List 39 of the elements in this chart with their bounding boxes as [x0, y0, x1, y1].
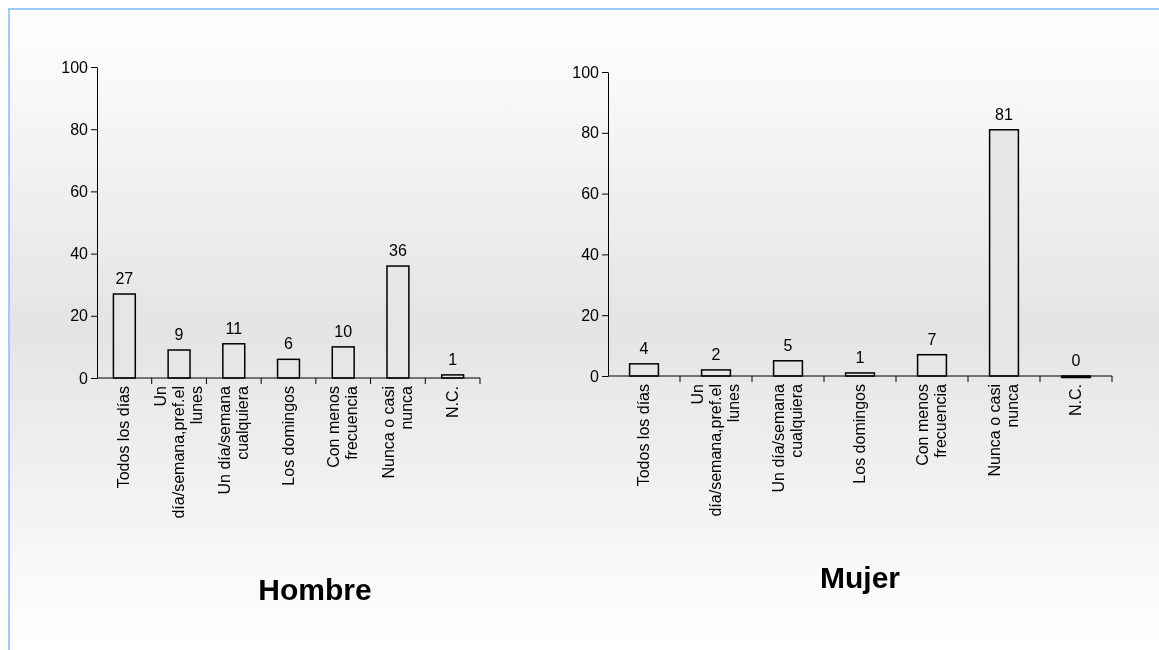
y-tick-label: 100	[61, 58, 89, 76]
data-label: 4	[639, 339, 649, 357]
x-tick-label: Con menos frecuencia	[325, 385, 361, 468]
y-tick-label: 40	[581, 246, 600, 264]
y-tick-label: 0	[590, 367, 600, 385]
y-tick-label: 80	[70, 120, 89, 138]
data-label: 1	[448, 350, 458, 368]
data-label: 7	[927, 330, 937, 348]
x-tick-label: Nunca o casi nunca	[986, 383, 1021, 477]
data-label: 36	[389, 242, 407, 260]
data-label: 2	[711, 345, 721, 363]
x-tick-label: Un día/semana,pref.el lunes	[152, 386, 206, 519]
data-label: 27	[115, 270, 134, 288]
x-tick-label: Todos los días	[635, 384, 652, 487]
y-tick-label: 20	[581, 306, 600, 324]
text: Hombre	[258, 573, 372, 606]
x-tick-label: Con menos frecuencia	[914, 383, 949, 466]
x-tick-label: Los domingos	[279, 386, 297, 486]
data-label: 10	[334, 322, 353, 340]
data-label: 81	[995, 105, 1013, 123]
x-tick-label: N.C.	[443, 386, 461, 418]
data-label: 6	[284, 335, 294, 353]
y-tick-label: 60	[70, 183, 89, 201]
y-tick-label: 80	[581, 124, 600, 142]
x-tick-label: N.C.	[1067, 384, 1084, 416]
y-tick-label: 60	[581, 185, 600, 203]
x-tick-label: Los domingos	[851, 384, 868, 484]
y-tick-label: 100	[572, 63, 600, 81]
data-label: 1	[855, 348, 865, 366]
y-tick-label: 0	[79, 369, 89, 387]
data-label: 11	[225, 319, 243, 337]
y-tick-label: 40	[70, 245, 89, 263]
x-tick-label: Todos los días	[115, 386, 133, 489]
data-label: 0	[1071, 352, 1081, 369]
data-label: 9	[174, 326, 184, 344]
data-label: 5	[783, 336, 793, 354]
y-tick-label: 20	[70, 307, 89, 325]
x-tick-label: Un día/semana,pref.el lunes	[689, 384, 742, 517]
text: Mujer	[819, 561, 901, 594]
